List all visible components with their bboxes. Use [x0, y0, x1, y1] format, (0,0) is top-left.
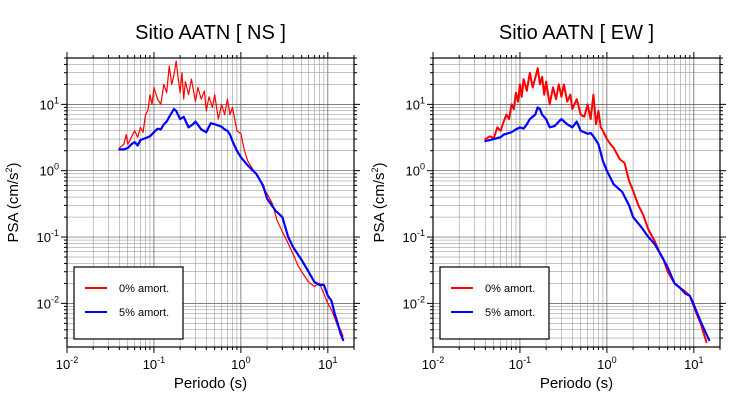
chart-panel-ns: 10-2 10-1 100 101 10-2 10-1 100 101 Sitio AATN [… — [4, 22, 360, 392]
chart-panel-ew: 10-2 10-1 100 101 10-2 10-1 100 101 Sitio AATN [… — [370, 22, 726, 392]
legend: 0% amort. 5% amort. — [439, 266, 550, 340]
legend-entry: 5% amort. — [119, 307, 169, 319]
x-tick-label: 10-1 — [143, 355, 165, 372]
series-line-amort-5 — [118, 107, 345, 342]
legend-box — [73, 266, 184, 340]
y-tick-label: 101 — [406, 95, 425, 112]
y-axis-label: PSA (cm/s2) — [370, 162, 388, 242]
x-tick-label: 101 — [318, 355, 337, 372]
legend-box — [439, 266, 550, 340]
y-axis-label: PSA (cm/s2) — [4, 162, 22, 242]
y-tick-label: 10-2 — [37, 294, 59, 311]
y-tick-label: 10-1 — [403, 228, 425, 245]
chart-title: Sitio AATN [ EW ] — [499, 22, 654, 44]
x-axis-label: Periodo (s) — [174, 375, 247, 392]
x-tick-label: 10-1 — [509, 355, 531, 372]
legend-entry: 0% amort. — [119, 283, 169, 295]
x-tick-label: 100 — [231, 355, 250, 372]
y-tick-label: 101 — [40, 95, 59, 112]
y-tick-label: 10-1 — [37, 228, 59, 245]
series-line-amort-0 — [118, 60, 344, 337]
plot-frame — [66, 57, 355, 348]
y-tick-label: 100 — [40, 162, 59, 179]
y-tick-label: 10-2 — [403, 294, 425, 311]
x-tick-label: 101 — [684, 355, 703, 372]
legend-entry: 5% amort. — [485, 307, 535, 319]
x-axis-label: Periodo (s) — [540, 375, 613, 392]
legend: 0% amort. 5% amort. — [73, 266, 184, 340]
x-tick-label: 100 — [597, 355, 616, 372]
x-tick-label: 10-2 — [56, 355, 78, 372]
legend-entry: 0% amort. — [485, 283, 535, 295]
y-tick-label: 100 — [406, 162, 425, 179]
x-tick-label: 10-2 — [422, 355, 444, 372]
plot-frame — [432, 57, 721, 348]
chart-title: Sitio AATN [ NS ] — [135, 22, 286, 44]
series-line-amort-5 — [484, 106, 711, 342]
